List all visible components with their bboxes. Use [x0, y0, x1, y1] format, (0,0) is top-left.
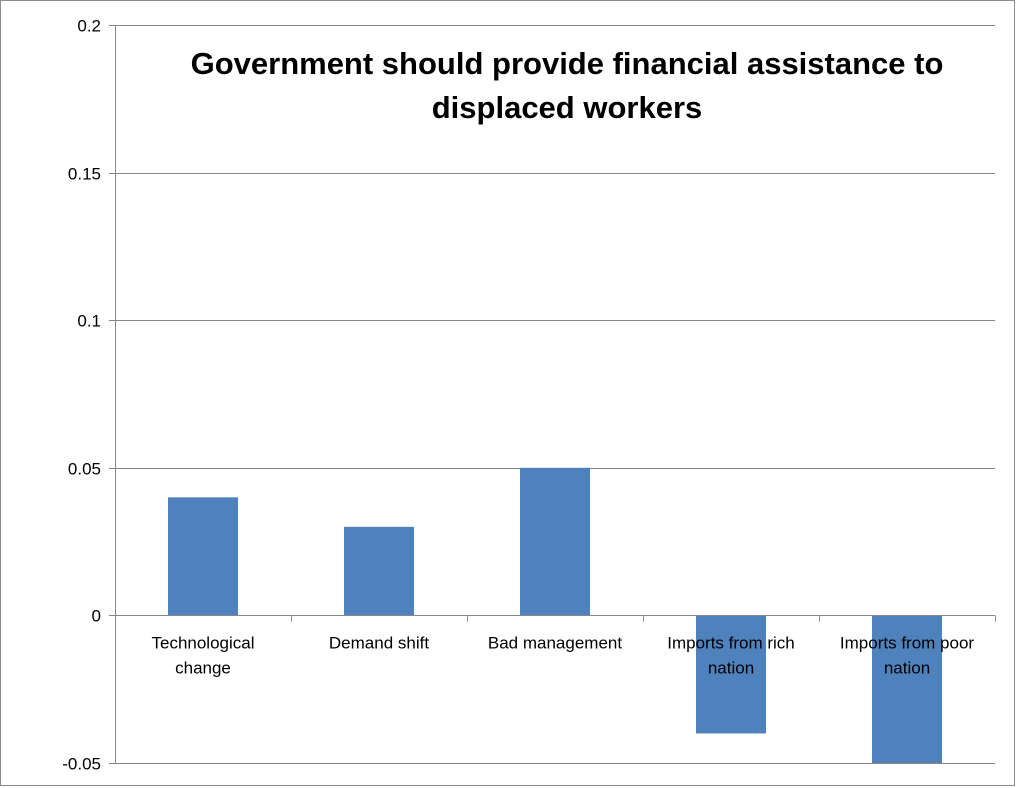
category-label-1: Demand shift [329, 633, 429, 652]
bar-4 [872, 615, 942, 763]
chart-title-line-1: displaced workers [432, 90, 703, 125]
category-label-0: Technological change [151, 633, 254, 677]
bar-1 [344, 526, 414, 616]
bar-0 [168, 497, 238, 616]
chart-title-line-0: Government should provide financial assi… [191, 46, 944, 81]
chart-title: Government should provide financial assi… [191, 46, 944, 125]
y-tick-label-5: 0.2 [77, 17, 101, 36]
category-label-4: Imports from poor nation [840, 633, 974, 677]
bar-2 [520, 467, 590, 616]
gridlines [109, 25, 995, 764]
y-tick-label-4: 0.15 [68, 165, 101, 184]
bars [168, 467, 942, 763]
y-tick-label-2: 0.05 [68, 460, 101, 479]
y-tick-label-1: 0 [92, 607, 101, 626]
axes: -0.05 0 0.05 0.1 0.15 0.2 Technological change D… [62, 17, 996, 774]
bar-3 [696, 615, 766, 734]
y-tick-label-0: -0.05 [62, 755, 101, 774]
y-tick-label-3: 0.1 [77, 312, 101, 331]
category-label-2: Bad management [488, 633, 622, 652]
category-label-3: Imports from rich nation [667, 633, 795, 677]
